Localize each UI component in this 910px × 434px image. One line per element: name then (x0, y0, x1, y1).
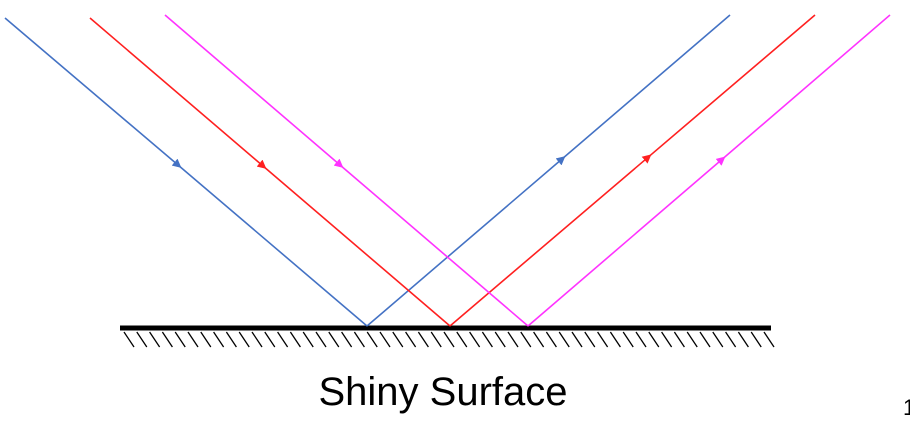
hatch-line (571, 331, 583, 348)
hatch-line (443, 331, 455, 348)
hatch-line (136, 331, 148, 348)
hatch-line (763, 331, 775, 348)
hatch-line (213, 331, 225, 348)
surface-hatching (123, 331, 775, 348)
hatch-line (200, 331, 212, 348)
hatch-line (558, 331, 570, 348)
hatch-line (712, 331, 724, 348)
hatch-line (584, 331, 596, 348)
hatch-line (417, 331, 429, 348)
incident-ray-blue (4, 17, 368, 327)
hatch-line (174, 331, 186, 348)
hatch-line (456, 331, 468, 348)
hatch-line (392, 331, 404, 348)
hatch-line (379, 331, 391, 348)
hatch-line (737, 331, 749, 348)
hatch-line (302, 331, 314, 348)
hatch-line (648, 331, 660, 348)
hatch-line (238, 331, 250, 348)
hatch-line (353, 331, 365, 348)
hatch-line (507, 331, 519, 348)
hatch-line (264, 331, 276, 348)
hatch-line (123, 331, 135, 348)
hatch-line (661, 331, 673, 348)
hatch-line (609, 331, 621, 348)
hatch-line (622, 331, 634, 348)
incident-ray-magenta (164, 14, 529, 327)
hatch-line (251, 331, 263, 348)
hatch-line (149, 331, 161, 348)
hatch-line (725, 331, 737, 348)
hatch-line (635, 331, 647, 348)
hatch-line (430, 331, 442, 348)
hatch-line (289, 331, 301, 348)
incident-ray-red (89, 17, 451, 327)
hatch-line (520, 331, 532, 348)
hatch-line (481, 331, 493, 348)
hatch-line (161, 331, 173, 348)
hatch-line (328, 331, 340, 348)
page-number: 1 (903, 395, 910, 420)
hatch-line (673, 331, 685, 348)
hatch-line (686, 331, 698, 348)
reflected-ray-blue (366, 14, 731, 327)
hatch-line (277, 331, 289, 348)
hatch-line (405, 331, 417, 348)
hatch-line (225, 331, 237, 348)
hatch-line (750, 331, 762, 348)
hatch-line (366, 331, 378, 348)
hatch-line (494, 331, 506, 348)
hatch-line (533, 331, 545, 348)
hatch-line (469, 331, 481, 348)
reflected-ray-magenta (527, 14, 891, 327)
hatch-line (315, 331, 327, 348)
hatch-line (341, 331, 353, 348)
reflected-ray-red (449, 14, 816, 327)
hatch-line (545, 331, 557, 348)
hatch-line (597, 331, 609, 348)
hatch-line (699, 331, 711, 348)
hatch-line (187, 331, 199, 348)
surface-label: Shiny Surface (318, 370, 567, 414)
